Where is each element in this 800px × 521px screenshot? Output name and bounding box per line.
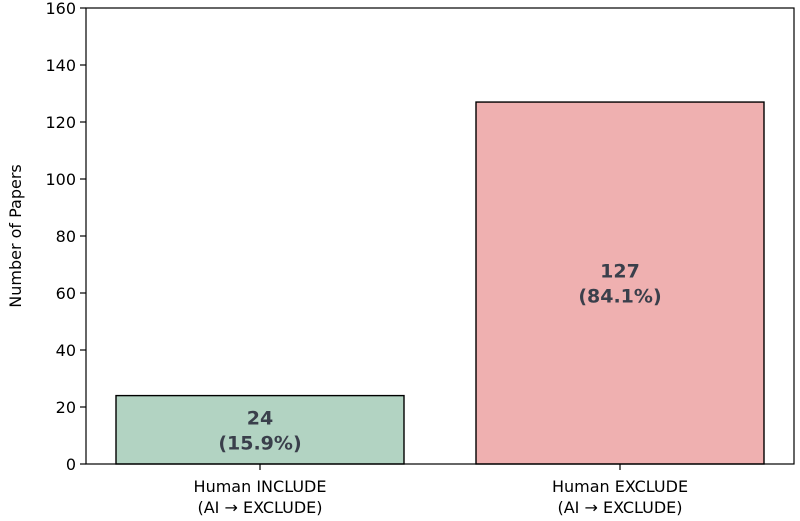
y-tick-label: 160: [45, 0, 76, 18]
y-tick-label: 40: [56, 341, 76, 360]
x-tick-label: Human EXCLUDE: [552, 477, 688, 496]
x-tick-label: (AI → EXCLUDE): [557, 498, 682, 517]
x-tick-label: Human INCLUDE: [194, 477, 327, 496]
y-tick-label: 20: [56, 398, 76, 417]
y-tick-label: 60: [56, 284, 76, 303]
x-axis: Human INCLUDE (AI → EXCLUDE) Human EXCLUDE…: [194, 464, 688, 517]
x-tick-label: (AI → EXCLUDE): [197, 498, 322, 517]
y-tick-label: 140: [45, 56, 76, 75]
bar-data-label: (15.9%): [218, 432, 301, 454]
bar-data-label: (84.1%): [578, 286, 661, 308]
bar: [475, 101, 765, 465]
y-axis: 0 20 40 60 80 100 120 140 160: [45, 0, 86, 474]
bar-data-label: 127: [600, 261, 640, 283]
plot-area: 24 (15.9%) 127 (84.1%): [115, 101, 765, 465]
bar-data-label: 24: [247, 407, 273, 429]
y-tick-label: 80: [56, 227, 76, 246]
y-tick-label: 120: [45, 113, 76, 132]
bar: [115, 394, 405, 465]
y-tick-label: 0: [66, 455, 76, 474]
y-axis-title: Number of Papers: [6, 164, 25, 308]
y-tick-label: 100: [45, 170, 76, 189]
